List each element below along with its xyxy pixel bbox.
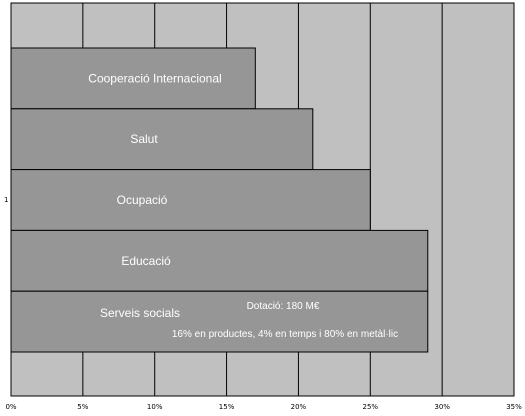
x-tick-label: 0%: [5, 403, 16, 411]
bar-label: Educació: [121, 254, 171, 268]
bar: [10, 169, 371, 231]
bar: [10, 47, 256, 110]
x-tick-label: 25%: [363, 403, 379, 411]
x-axis-ticks: 0% 5% 10% 15% 20% 25% 30% 35%: [5, 403, 522, 411]
bar-label: Salut: [130, 132, 158, 146]
x-tick-label: 35%: [506, 403, 522, 411]
annotation-breakdown: 16% en productes, 4% en temps i 80% en m…: [172, 329, 398, 340]
x-tick-label: 5%: [77, 403, 88, 411]
x-tick-label: 10%: [147, 403, 163, 411]
bar-label: Ocupació: [117, 193, 168, 207]
annotation-budget: Dotació: 180 M€: [247, 301, 320, 312]
y-category-label: 1: [4, 196, 8, 204]
bar: [10, 290, 429, 353]
bar: [10, 229, 429, 292]
x-tick-label: 30%: [434, 403, 450, 411]
bar: [10, 108, 314, 171]
x-tick-label: 20%: [291, 403, 307, 411]
x-tick-label: 15%: [219, 403, 235, 411]
bar-label: Serveis socials: [100, 306, 180, 320]
bars: Cooperació Internacional Salut Ocupació Edu…: [10, 47, 429, 353]
bar-label: Cooperació Internacional: [88, 71, 221, 85]
